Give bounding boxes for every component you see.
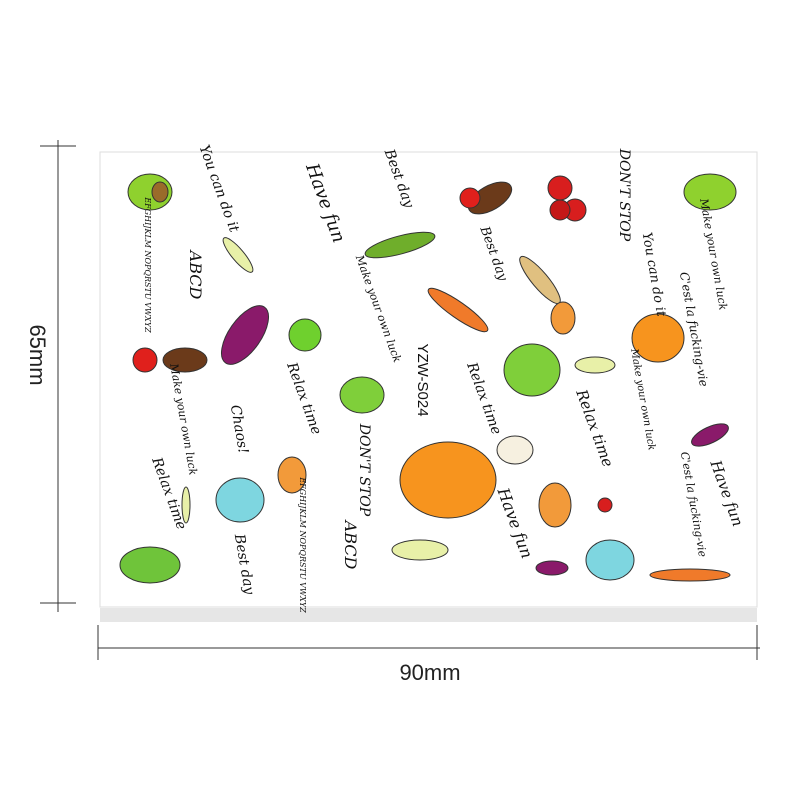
sheet-shadow — [100, 608, 757, 622]
phrase: ABCD — [341, 519, 360, 570]
width-label: 90mm — [399, 660, 460, 685]
phrase: EFGHIJKLM NOPQRSTU VWXYZ — [143, 196, 152, 333]
sheet-code: YZW-S024 — [414, 343, 431, 416]
dimension-lines — [40, 140, 760, 660]
phrase: ABCD — [186, 249, 205, 300]
sticker-sheet — [99, 151, 758, 608]
vegetable-stickers — [119, 173, 737, 584]
phrase: DON'T STOP — [616, 148, 632, 242]
height-label: 65mm — [25, 324, 50, 385]
phrase: DON'T STOP — [356, 423, 372, 517]
phrase: EFGHIJKLM NOPQRSTU VWXYZ — [298, 476, 307, 613]
